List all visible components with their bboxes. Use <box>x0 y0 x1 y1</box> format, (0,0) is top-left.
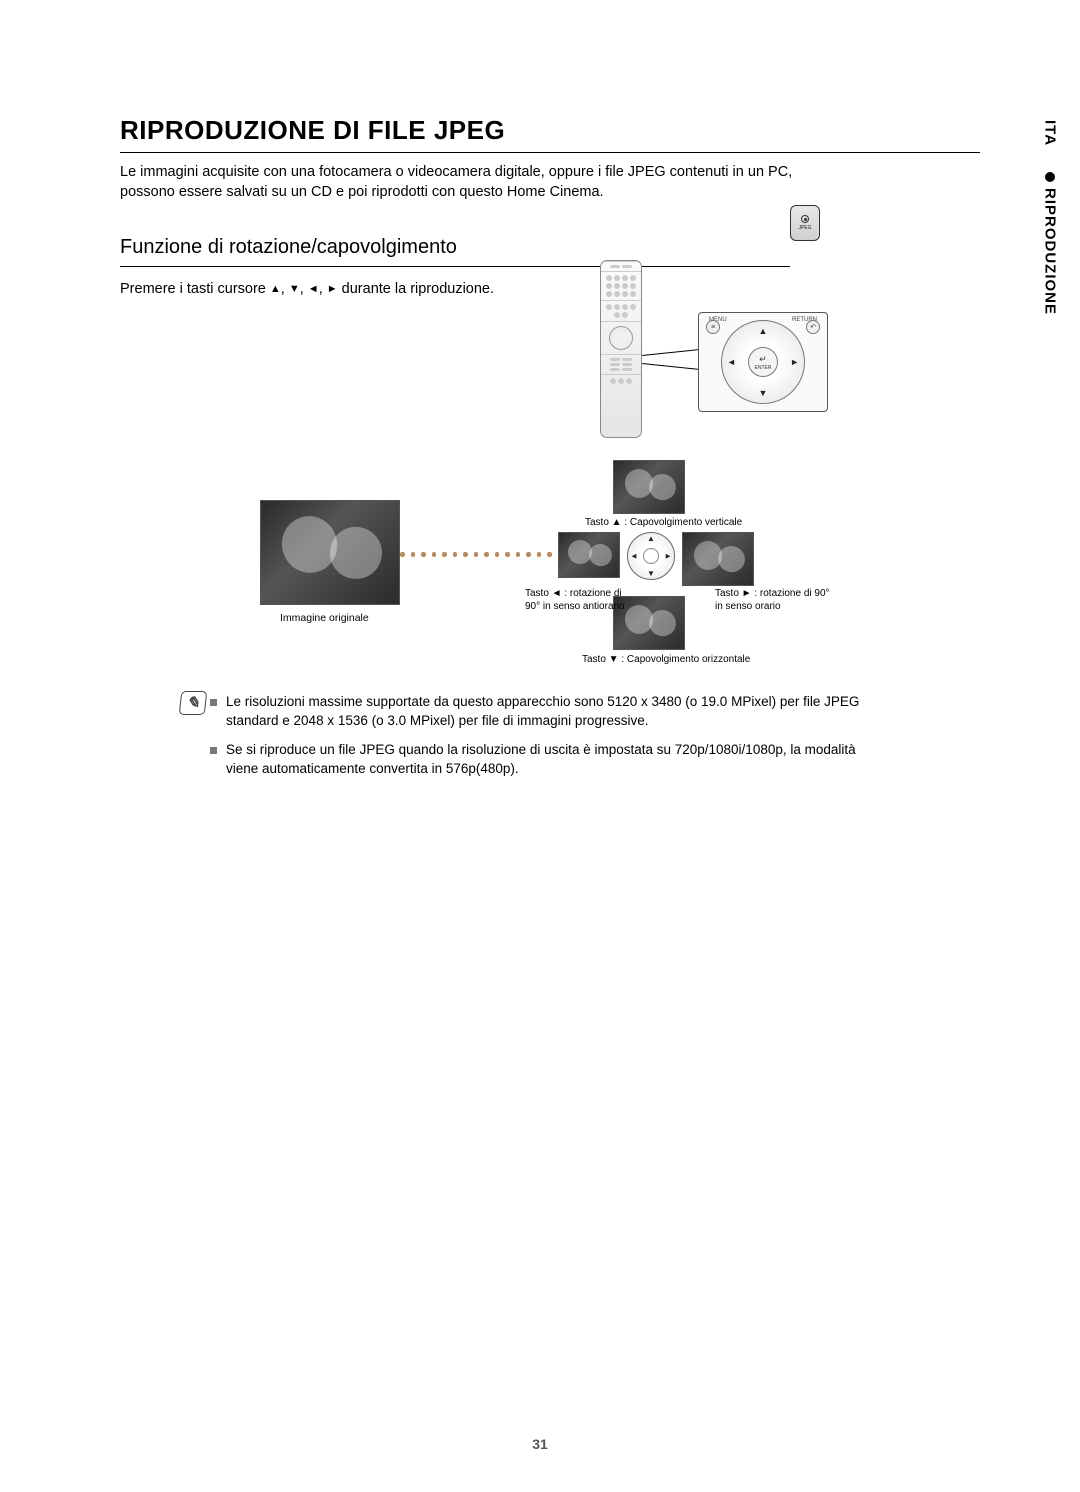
rotate-ccw-thumb <box>558 532 620 578</box>
section-tab: RIPRODUZIONE <box>1042 188 1059 315</box>
notes-block: ✎ Le risoluzioni massime supportate da q… <box>210 693 890 789</box>
up-arrow-icon: ▲ <box>270 283 281 295</box>
language-tab: ITA <box>1042 120 1059 146</box>
caption-right-2: in senso orario <box>715 601 781 612</box>
dpad-right-icon: ► <box>790 357 799 367</box>
note-item-1: Le risoluzioni massime supportate da que… <box>210 693 890 731</box>
right-arrow-icon: ► <box>327 283 338 295</box>
caption-up: Tasto ▲ : Capovolgimento verticale <box>585 517 742 530</box>
tab-bullet-icon <box>1045 172 1055 182</box>
page-title: RIPRODUZIONE DI FILE JPEG <box>120 115 980 153</box>
instruction-pre: Premere i tasti cursore <box>120 281 270 297</box>
note-icon: ✎ <box>179 691 208 715</box>
dpad-up-icon: ▲ <box>759 326 768 336</box>
jpeg-badge-icon: JPEG <box>790 205 820 241</box>
callout-lines <box>642 340 702 380</box>
remote-dpad-highlight <box>609 326 633 350</box>
connector-dots <box>400 552 573 557</box>
rotate-cw-thumb <box>682 532 754 586</box>
enter-button: ↵ ENTER <box>748 347 778 377</box>
dpad-down-icon: ▼ <box>759 388 768 398</box>
jpeg-badge-label: JPEG <box>798 225 811 231</box>
caption-right-1: Tasto ► : rotazione di 90° <box>715 588 830 599</box>
left-arrow-icon: ◄ <box>308 283 319 295</box>
down-arrow-icon: ▼ <box>289 283 300 295</box>
mini-dpad-icon: ▲▼◄► <box>627 532 675 580</box>
remote-diagram: MENU RETURN ≡ ↶ ▲ ▼ ◄ ► ↵ ENTER <box>600 260 820 440</box>
return-button-icon: ↶ <box>806 320 820 334</box>
page-number: 31 <box>0 1436 1080 1452</box>
caption-left: Tasto ◄ : rotazione di 90° in senso anti… <box>525 588 635 613</box>
flip-vertical-thumb <box>613 460 685 514</box>
note-item-2: Se si riproduce un file JPEG quando la r… <box>210 741 890 779</box>
caption-left-2: 90° in senso antiorario <box>525 601 625 612</box>
intro-text: Le immagini acquisite con una fotocamera… <box>120 163 840 202</box>
instruction-line: Premere i tasti cursore ▲, ▼, ◄, ► duran… <box>120 281 980 297</box>
enter-label: ENTER <box>755 365 772 371</box>
dpad-ring: ▲ ▼ ◄ ► ↵ ENTER <box>721 320 805 404</box>
side-tab: ITA RIPRODUZIONE <box>1020 120 1080 550</box>
original-image <box>260 500 400 605</box>
dpad-detail: MENU RETURN ≡ ↶ ▲ ▼ ◄ ► ↵ ENTER <box>698 312 828 412</box>
instruction-post: durante la riproduzione. <box>338 281 494 297</box>
caption-left-1: Tasto ◄ : rotazione di <box>525 588 622 599</box>
original-image-label: Immagine originale <box>280 612 369 624</box>
remote-control-icon <box>600 260 642 438</box>
rotation-diagram: Immagine originale ▲▼◄► Tasto ▲ : Capovo… <box>260 460 860 680</box>
menu-button-icon: ≡ <box>706 320 720 334</box>
caption-down: Tasto ▼ : Capovolgimento orizzontale <box>582 654 750 667</box>
dpad-left-icon: ◄ <box>727 357 736 367</box>
caption-right: Tasto ► : rotazione di 90° in senso orar… <box>715 588 845 613</box>
